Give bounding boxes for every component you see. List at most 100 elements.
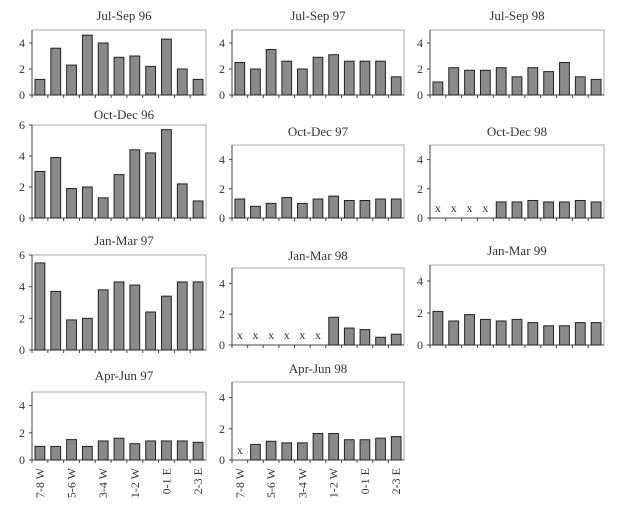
bar: [312, 198, 324, 219]
chart-panel: Jul-Sep 98 0 2 4: [417, 8, 605, 102]
bar: [66, 64, 77, 96]
chart-title: Oct-Dec 96: [94, 107, 155, 122]
bar: [448, 320, 460, 346]
bar: [511, 318, 523, 346]
bar: [161, 440, 172, 461]
bar: [590, 322, 602, 346]
y-tick-label: 0: [19, 343, 25, 357]
bar: [559, 62, 570, 96]
bar: [265, 49, 277, 96]
bar: [176, 281, 188, 351]
y-tick-label: 2: [417, 62, 423, 76]
bar: [328, 195, 339, 219]
bar: [34, 262, 46, 351]
x-tick-label: 0-1 E: [159, 468, 173, 494]
bar: [527, 199, 539, 219]
missing-data-marker: x: [237, 443, 243, 457]
bar: [97, 289, 109, 351]
y-tick-label: 0: [219, 453, 225, 467]
bar: [359, 60, 371, 96]
y-tick-label: 2: [219, 182, 225, 196]
bar: [192, 200, 204, 219]
bar: [192, 441, 204, 461]
y-tick-label: 4: [417, 153, 423, 167]
bar: [50, 290, 62, 351]
y-tick-label: 4: [19, 36, 25, 50]
chart-panel: Jan-Mar 97 0 2 4 6: [19, 233, 207, 357]
bar: [527, 67, 539, 96]
bar: [527, 322, 539, 346]
y-tick-label: 4: [219, 391, 225, 405]
bar: [129, 284, 141, 351]
bar: [390, 198, 402, 219]
bar: [250, 443, 261, 461]
bar: [375, 60, 386, 96]
bar: [375, 198, 386, 219]
bar: [113, 174, 125, 219]
bar: [129, 443, 141, 461]
y-tick-label: 2: [19, 426, 25, 440]
bar: [297, 202, 308, 219]
bar: [265, 202, 277, 219]
bar: [543, 325, 555, 346]
bar: [343, 60, 355, 96]
x-tick-label: 5-6 W: [65, 467, 79, 498]
bar: [328, 54, 339, 96]
x-tick-label: 3-4 W: [295, 467, 309, 498]
chart-panel: Jul-Sep 96 0 2 4: [19, 8, 207, 102]
y-tick-label: 0: [219, 88, 225, 102]
y-tick-label: 4: [19, 149, 25, 163]
bar: [192, 281, 204, 351]
x-tick-label: 3-4 W: [96, 467, 110, 498]
bar: [390, 436, 402, 461]
bar: [479, 69, 491, 96]
bar: [81, 317, 93, 351]
y-tick-label: 4: [19, 399, 25, 413]
y-tick-label: 2: [19, 62, 25, 76]
bar: [328, 316, 339, 346]
chart-title: Jul-Sep 97: [290, 8, 346, 23]
missing-data-marker: x: [467, 201, 473, 215]
bar: [297, 68, 308, 96]
bar: [281, 442, 293, 461]
bar: [50, 445, 62, 461]
bar: [234, 198, 246, 219]
x-tick-label: 0-1 E: [358, 468, 372, 494]
bar: [161, 129, 172, 219]
missing-data-marker: x: [435, 201, 441, 215]
bar: [81, 445, 93, 461]
bar: [97, 197, 109, 219]
bar: [66, 439, 77, 461]
chart-title: Oct-Dec 97: [288, 124, 349, 139]
bar: [464, 69, 475, 96]
y-tick-label: 2: [219, 307, 225, 321]
bar: [432, 81, 444, 96]
bar: [66, 319, 77, 351]
bar: [161, 38, 172, 96]
bar: [559, 201, 570, 219]
y-tick-label: 2: [19, 180, 25, 194]
y-tick-label: 0: [417, 211, 423, 225]
bar: [359, 199, 371, 219]
bar: [559, 325, 570, 346]
chart-panel: Jul-Sep 97 0 2 4: [219, 8, 405, 102]
y-tick-label: 4: [219, 276, 225, 290]
x-tick-label: 2-3 E: [191, 468, 205, 494]
bar: [145, 65, 157, 96]
bar: [390, 333, 402, 346]
y-tick-label: 4: [19, 280, 25, 294]
bar: [511, 76, 523, 96]
bar: [511, 201, 523, 219]
bar: [464, 314, 475, 346]
bar: [145, 152, 157, 219]
y-tick-label: 6: [19, 248, 25, 262]
x-tick-label: 1-2 W: [327, 467, 341, 498]
bar: [176, 68, 188, 96]
bar: [343, 199, 355, 219]
y-tick-label: 0: [19, 88, 25, 102]
bar: [359, 329, 371, 346]
bar: [145, 311, 157, 351]
bar: [250, 68, 261, 96]
